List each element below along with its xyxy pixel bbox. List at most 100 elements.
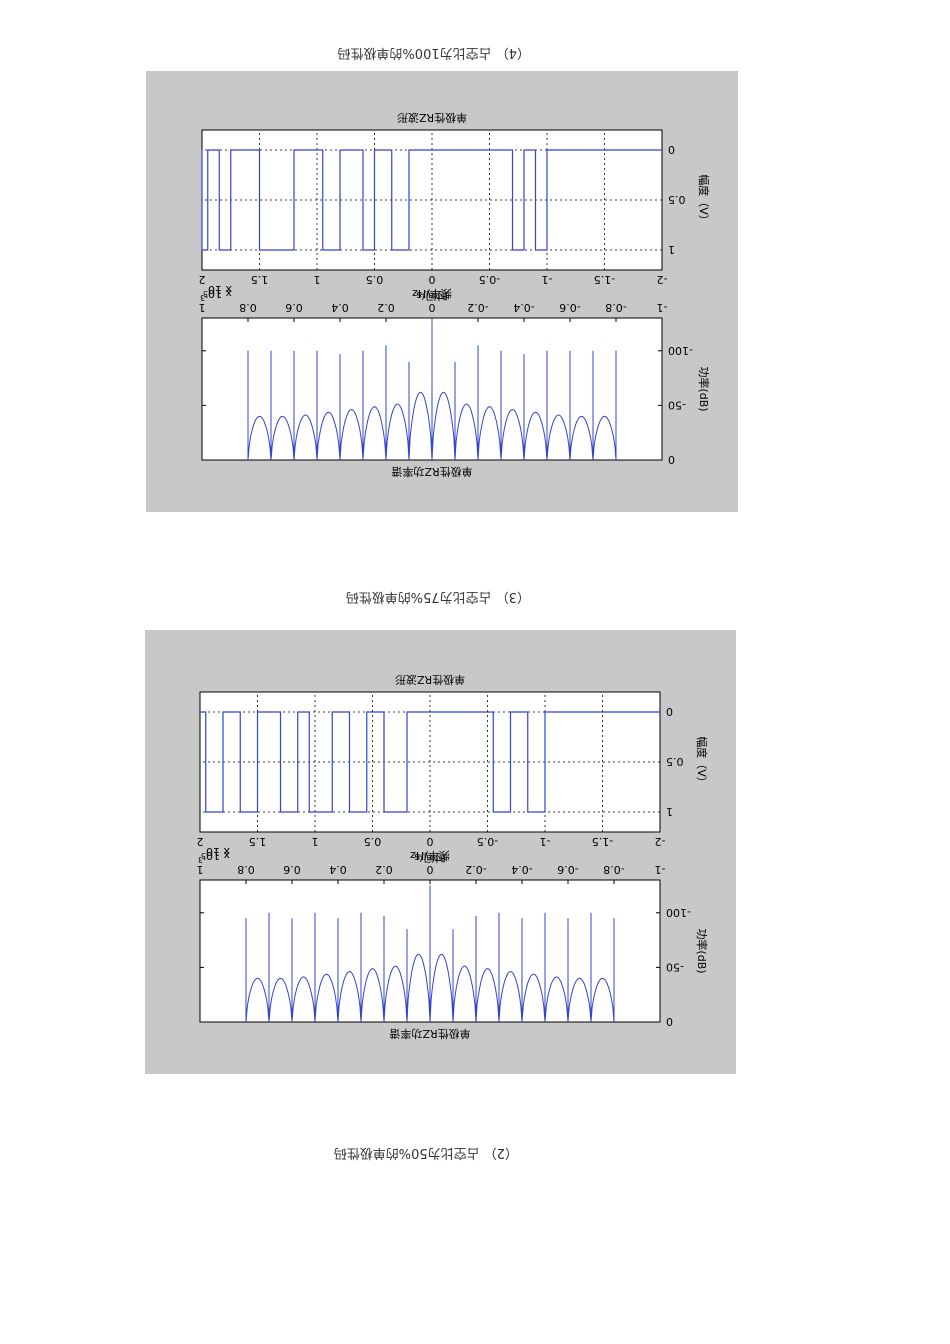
waveform-xtick-label: 1 [312, 835, 319, 848]
waveform-xtick-label: 0.5 [364, 835, 382, 848]
waveform-ytick-label: 0.5 [668, 193, 686, 206]
spectrum-lobe [500, 408, 525, 461]
waveform-xtick-label: -0.5 [479, 273, 500, 286]
spectrum-lobe [408, 391, 433, 461]
spectrum-lobe [337, 970, 362, 1023]
waveform-trace [201, 149, 662, 251]
waveform-xtick-label: 0 [429, 273, 436, 286]
spectrum-xtick-label: 0.4 [331, 301, 349, 314]
spectrum-xtick-label: 0.8 [237, 863, 255, 876]
spectrum-lobe [383, 965, 408, 1023]
spectrum-lobe [569, 415, 594, 461]
waveform-xtick-label: -1 [542, 273, 553, 286]
waveform-exponent: x 10-3 [200, 287, 232, 302]
spectrum-xtick-label: -0.4 [513, 301, 534, 314]
spectrum-title: 单极性RZ功率谱 [391, 465, 472, 479]
spectrum-lobe [245, 977, 270, 1023]
spectrum-lobe [475, 968, 500, 1023]
spectrum-xtick-label: 0.8 [239, 301, 257, 314]
spectrum-panel: -1 -0.8 -0.6 -0.4 -0.2 0 0.2 0.4 0.6 0.8 1 0 -50 -100… [199, 283, 712, 479]
spectrum-xtick-label: -0.2 [467, 301, 488, 314]
spectrum-exponent: x 105 [201, 845, 230, 860]
waveform-xtick-label: 0.5 [366, 273, 384, 286]
spectrum-lobe [523, 411, 548, 461]
spectrum-lobe [544, 976, 569, 1023]
waveform-title: 单极性RZ波形 [395, 673, 465, 687]
spectrum-lobe [247, 415, 272, 461]
spectrum-xtick-label: 0.6 [283, 863, 301, 876]
spectrum-ytick-label: 0 [666, 1015, 673, 1028]
waveform-xlabel: 时间/s [416, 289, 448, 302]
spectrum-xtick-label: 0.6 [285, 301, 303, 314]
spectrum-xlabel: 频率/Hz [412, 287, 452, 301]
waveform-xtick-label: -1.5 [594, 273, 615, 286]
spectrum-lobe [590, 977, 615, 1023]
spectrum-lobe [316, 411, 341, 461]
spectrum-xlabel: 频率/Hz [410, 849, 450, 863]
spectrum-lobe [291, 976, 316, 1023]
spectrum-xtick-label: 1 [199, 301, 206, 314]
spectrum-lobe [339, 408, 364, 461]
waveform-xtick-label: 1 [314, 273, 321, 286]
spectrum-xtick-label: -0.8 [605, 301, 626, 314]
waveform-xlabel: 时间/s [414, 851, 446, 864]
waveform-xtick-label: -2 [657, 273, 668, 286]
spectrum-exponent: x 105 [203, 283, 232, 298]
spectrum-lobe [429, 953, 454, 1023]
spectrum-xtick-label: 1 [197, 863, 204, 876]
spectrum-lobe [498, 970, 523, 1023]
waveform-xtick-label: -1.5 [592, 835, 613, 848]
waveform-xtick-label: 2 [199, 273, 206, 286]
waveform-ylabel: 幅度（V） [697, 174, 711, 226]
spectrum-xtick-label: -0.6 [559, 301, 580, 314]
spectrum-lobe [362, 406, 387, 461]
caption-duty-75: （3） 占空比为75%的单极性码 [345, 589, 530, 604]
spectrum-ytick-label: -50 [668, 398, 686, 411]
figure-duty-75: -1 -0.8 -0.6 -0.4 -0.2 0 0.2 0.4 0.6 0.8 1 0 -50 -100… [145, 630, 736, 1074]
waveform-ytick-label: 1 [668, 243, 675, 256]
spectrum-lobe [406, 953, 431, 1023]
spectrum-lobe [360, 968, 385, 1023]
spectrum-lobe [268, 977, 293, 1023]
waveform-trace [200, 711, 660, 813]
waveform-xtick-label: 2 [197, 835, 204, 848]
waveform-exponent: x 10-3 [198, 849, 230, 864]
spectrum-ytick-label: 0 [668, 453, 675, 466]
spectrum-lobe [567, 977, 592, 1023]
waveform-ytick-label: 1 [666, 805, 673, 818]
spectrum-lobe [314, 973, 339, 1023]
spectrum-xtick-label: 0 [427, 863, 434, 876]
spectrum-lobe [293, 414, 318, 461]
spectrum-ytick-label: -100 [666, 906, 691, 919]
spectrum-xtick-label: -1 [655, 863, 666, 876]
waveform-ytick-label: 0 [666, 705, 673, 718]
spectrum-lobe [270, 415, 295, 461]
figure-svg-fig3: -1-0.8-0.6-0.4-0.200.20.40.60.810-50-100… [197, 673, 710, 1041]
waveform-xtick-label: -2 [655, 835, 666, 848]
figure-duty-50: -1 -0.8 -0.6 -0.4 -0.2 0 0.2 0.4 0.6 0.8 1 0 -50 -100… [146, 71, 738, 512]
spectrum-xtick-label: 0.4 [329, 863, 347, 876]
spectrum-ylabel: 功率(dB) [695, 928, 709, 973]
waveform-xtick-label: 1.5 [251, 273, 269, 286]
spectrum-xtick-label: -0.4 [511, 863, 532, 876]
spectrum-lobe [477, 406, 502, 461]
waveform-ytick-label: 0 [668, 143, 675, 156]
waveform-title: 单极性RZ波形 [397, 111, 467, 125]
waveform-ytick-label: 0.5 [666, 755, 684, 768]
spectrum-ylabel: 功率(dB) [697, 366, 711, 411]
spectrum-xtick-label: -1 [657, 301, 668, 314]
waveform-xtick-label: 1.5 [249, 835, 267, 848]
caption-duty-100: （4） 占空比为100%的单极性码 [337, 45, 530, 60]
spectrum-lobe [385, 403, 410, 461]
caption-duty-50: （2） 占空比为50%的单极性码 [333, 1145, 518, 1160]
waveform-xtick-label: -0.5 [477, 835, 498, 848]
spectrum-xtick-label: -0.6 [557, 863, 578, 876]
spectrum-lobe [546, 414, 571, 461]
spectrum-lobe [431, 391, 456, 461]
spectrum-xtick-label: 0.2 [375, 863, 393, 876]
spectrum-ytick-label: -100 [668, 344, 693, 357]
waveform-xtick-label: 0 [427, 835, 434, 848]
